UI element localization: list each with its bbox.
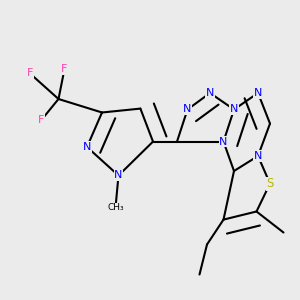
Text: F: F bbox=[61, 64, 68, 74]
Text: N: N bbox=[114, 170, 123, 181]
Text: F: F bbox=[27, 68, 33, 79]
Text: N: N bbox=[254, 151, 262, 161]
Text: N: N bbox=[183, 104, 192, 115]
Text: N: N bbox=[83, 142, 91, 152]
Text: N: N bbox=[254, 88, 262, 98]
Text: S: S bbox=[266, 177, 274, 190]
Text: CH₃: CH₃ bbox=[107, 203, 124, 212]
Text: F: F bbox=[38, 115, 45, 125]
Text: N: N bbox=[219, 136, 228, 147]
Text: N: N bbox=[230, 104, 238, 115]
Text: N: N bbox=[206, 88, 214, 98]
